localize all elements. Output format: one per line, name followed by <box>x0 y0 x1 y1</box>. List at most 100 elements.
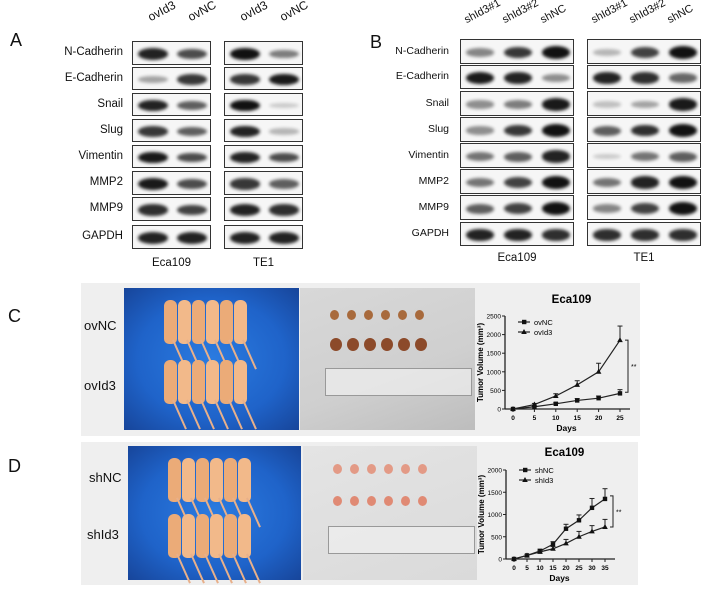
mouse <box>210 458 223 502</box>
protein-label-mmp2: MMP2 <box>89 176 123 188</box>
mouse-tail <box>232 553 247 584</box>
protein-label-vimentin: Vimentin <box>78 149 123 162</box>
blot-eca109-snail <box>132 93 211 116</box>
band <box>541 46 571 59</box>
tumor <box>415 338 427 352</box>
blot-te1-mmp9 <box>587 195 701 220</box>
band <box>668 176 698 189</box>
blot-eca109-e-cadherin <box>132 67 211 90</box>
cell-line-label-eca109: Eca109 <box>151 257 191 269</box>
mouse <box>206 300 219 344</box>
x-tick-label: 35 <box>601 565 609 572</box>
line-chart: Eca109 0 500 1000 1500 2000 2500 0 5 10 15 20 25 Days… <box>476 294 637 433</box>
mouse-tail <box>176 553 191 584</box>
marker-square <box>576 518 582 523</box>
band <box>177 178 208 190</box>
y-tick-label: 1500 <box>487 351 502 358</box>
band <box>668 46 698 59</box>
tumor <box>418 496 427 506</box>
blot-te1-snail <box>587 91 701 116</box>
mouse-tail <box>204 553 219 584</box>
panel-letter-d: D <box>8 456 21 476</box>
band <box>465 229 495 241</box>
cell-line-label-te1: TE1 <box>252 257 275 269</box>
series-line-ovnc <box>512 392 621 410</box>
mouse <box>234 300 247 344</box>
marker-square <box>602 496 608 502</box>
band <box>503 176 533 189</box>
marker-triangle <box>589 528 595 534</box>
mouse-tail <box>186 399 201 430</box>
band <box>668 151 698 162</box>
marker-square <box>550 542 556 547</box>
band <box>465 126 495 135</box>
band <box>229 232 260 244</box>
marker-square <box>596 396 601 401</box>
mouse <box>192 300 205 344</box>
x-tick-label: 0 <box>511 415 515 422</box>
band <box>269 152 300 163</box>
protein-label-slug: Slug <box>99 123 123 136</box>
group-label-ovid3: ovId3 <box>84 378 116 393</box>
band <box>137 177 168 191</box>
protein-label-slug: Slug <box>427 122 449 135</box>
band <box>503 202 533 215</box>
mouse-tail <box>218 553 233 584</box>
band <box>229 47 260 61</box>
tumor <box>347 310 356 320</box>
blot-eca109-mmp2 <box>460 169 574 194</box>
blot-te1-slug <box>224 119 303 142</box>
marker-square <box>575 398 580 403</box>
blot-te1-gapdh <box>224 225 303 249</box>
band <box>630 46 660 59</box>
legend-marker <box>523 467 528 473</box>
significance-bracket <box>610 495 614 528</box>
tumor <box>381 338 393 352</box>
mouse <box>168 514 181 558</box>
blot-eca109-snail <box>460 91 574 116</box>
lane-label: shId3#1 <box>462 0 503 26</box>
tumor <box>330 338 342 352</box>
blot-te1-n-cadherin <box>587 39 701 64</box>
protein-label-e-cadherin: E-Cadherin <box>395 70 449 82</box>
blot-te1-slug <box>587 117 701 142</box>
band <box>229 125 260 138</box>
tumor <box>333 464 342 474</box>
marker-triangle <box>550 545 556 551</box>
significance-bracket <box>625 339 629 393</box>
y-tick-label: 0 <box>498 557 502 564</box>
band <box>177 204 208 216</box>
legend-marker <box>522 319 527 325</box>
y-tick-label: 1000 <box>487 369 502 376</box>
x-tick-label: 15 <box>549 565 557 572</box>
blot-eca109-e-cadherin <box>460 65 574 89</box>
band <box>541 150 571 163</box>
band <box>630 100 660 109</box>
band <box>668 229 698 241</box>
legend-marker <box>522 477 528 482</box>
lane-label: shId3#2 <box>500 0 541 26</box>
marker-triangle <box>617 337 623 343</box>
band <box>465 48 495 57</box>
mouse <box>224 514 237 558</box>
band <box>541 202 571 215</box>
band <box>592 72 622 84</box>
band <box>592 177 622 188</box>
mouse-tail <box>200 399 215 430</box>
band <box>668 202 698 215</box>
group-label-ovnc: ovNC <box>84 318 117 333</box>
band <box>229 204 260 216</box>
x-tick-label: 30 <box>588 565 596 572</box>
y-tick-label: 2000 <box>488 468 503 475</box>
blot-te1-mmp9 <box>224 197 303 221</box>
band <box>229 178 260 190</box>
band <box>630 124 660 137</box>
x-tick-label: 25 <box>616 415 624 422</box>
tumor <box>401 496 410 506</box>
band <box>177 74 208 85</box>
band <box>137 126 168 137</box>
tumor <box>350 464 359 474</box>
y-tick-label: 2500 <box>487 314 502 321</box>
mouse <box>168 458 181 502</box>
x-tick-label: 10 <box>536 565 544 572</box>
